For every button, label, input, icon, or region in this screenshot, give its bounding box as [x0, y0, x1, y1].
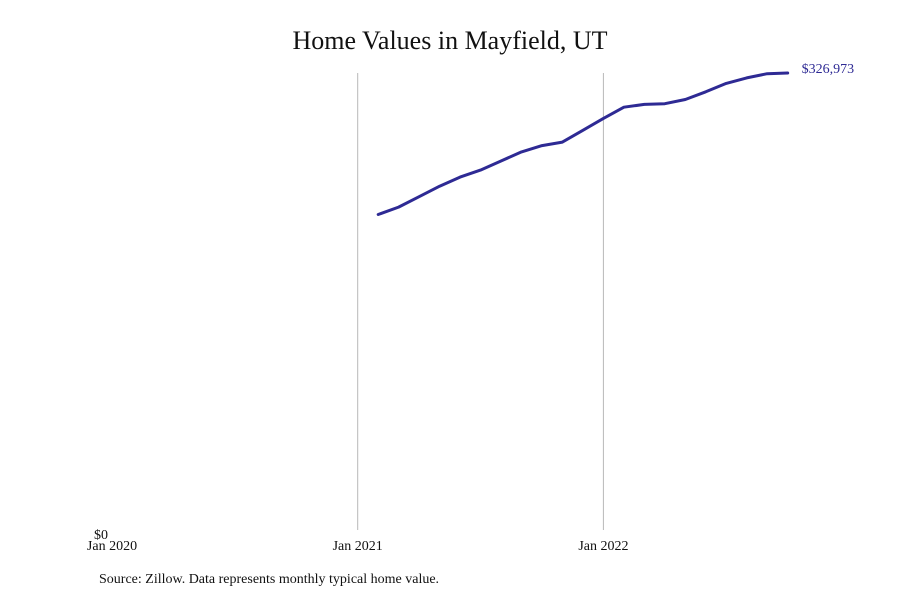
series-layer [376, 71, 790, 216]
source-note: Source: Zillow. Data represents monthly … [99, 572, 440, 587]
grid-lines [357, 73, 604, 530]
x-tick-label: Jan 2020 [87, 539, 137, 554]
end-value-label: $326,973 [802, 62, 855, 77]
chart-title: Home Values in Mayfield, UT [292, 26, 608, 55]
y-tick-label: $0 [94, 528, 108, 543]
x-tick-label: Jan 2022 [578, 539, 628, 554]
series-line [376, 71, 790, 216]
label-layer: Jan 2020 Jan 2021 Jan 2022 $0 $326,973 [87, 62, 854, 554]
x-tick-label: Jan 2021 [333, 539, 383, 554]
